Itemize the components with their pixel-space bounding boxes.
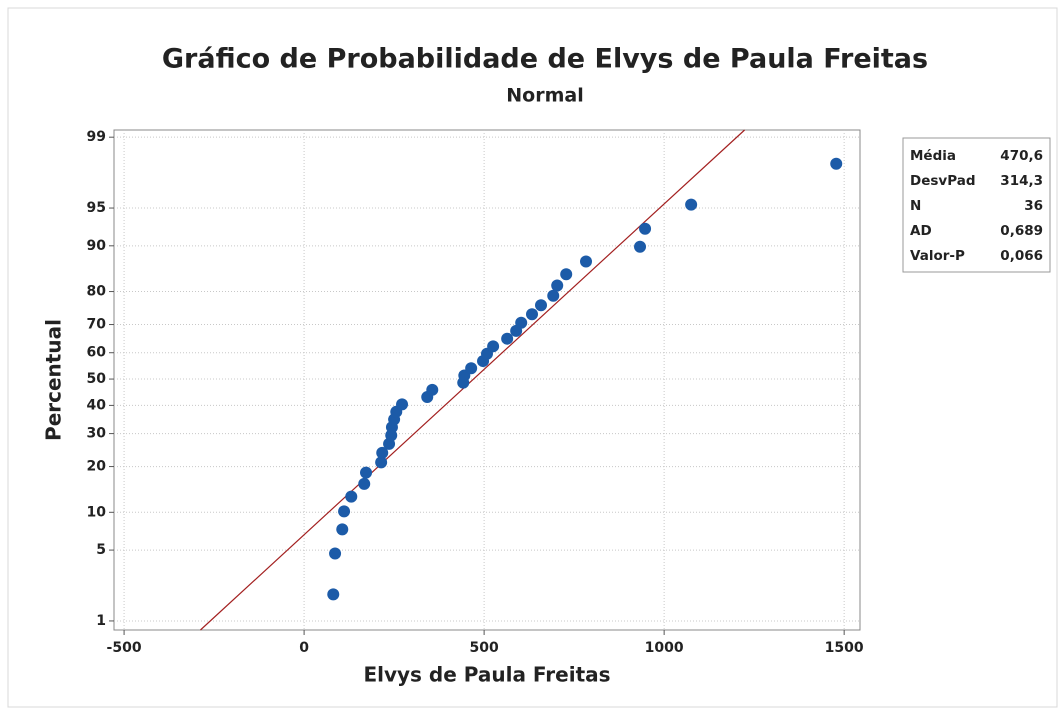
x-tick-label: 1000 xyxy=(645,640,684,656)
y-tick-label: 30 xyxy=(87,426,107,442)
stats-value: 470,6 xyxy=(1000,148,1043,164)
stats-value: 314,3 xyxy=(1000,173,1043,189)
x-axis-label: Elvys de Paula Freitas xyxy=(363,663,610,687)
data-point xyxy=(547,289,560,302)
y-tick-label: 80 xyxy=(87,284,107,300)
data-point xyxy=(535,299,548,312)
chart-subtitle: Normal xyxy=(506,85,583,107)
data-point xyxy=(336,523,349,536)
plot-area xyxy=(113,129,861,631)
stats-label: Média xyxy=(910,148,956,164)
data-point xyxy=(345,490,358,503)
data-point xyxy=(327,588,340,601)
x-tick-label: 1500 xyxy=(825,640,864,656)
y-tick-label: 1 xyxy=(96,613,106,629)
y-tick-label: 40 xyxy=(87,397,107,413)
data-point xyxy=(329,547,342,560)
y-tick-label: 99 xyxy=(87,129,106,145)
data-point xyxy=(376,446,389,459)
data-point xyxy=(375,456,388,469)
data-point xyxy=(465,362,478,375)
fit-line xyxy=(200,129,746,631)
data-point xyxy=(501,332,514,345)
y-tick-label: 50 xyxy=(87,371,107,387)
data-point xyxy=(358,477,371,490)
y-tick-label: 90 xyxy=(87,238,107,254)
stats-value: 0,066 xyxy=(1000,248,1043,264)
stats-label: AD xyxy=(910,223,932,239)
stats-value: 36 xyxy=(1024,198,1043,214)
data-point xyxy=(526,308,539,321)
data-point xyxy=(338,505,351,518)
data-point xyxy=(396,398,409,411)
y-tick-label: 20 xyxy=(87,459,107,475)
x-tick-label: -500 xyxy=(107,640,142,656)
data-point xyxy=(360,466,373,479)
stats-value: 0,689 xyxy=(1000,223,1043,239)
data-point xyxy=(487,340,500,353)
stats-box xyxy=(902,137,1051,273)
y-tick-label: 10 xyxy=(87,504,107,520)
y-tick-label: 70 xyxy=(87,317,107,333)
stats-label: DesvPad xyxy=(910,173,976,189)
y-axis-label: Percentual xyxy=(42,319,66,441)
data-point xyxy=(639,222,652,235)
stats-label: Valor-P xyxy=(910,248,965,264)
frame xyxy=(7,7,1058,708)
y-tick-label: 95 xyxy=(87,200,106,216)
data-point xyxy=(551,279,564,292)
data-point xyxy=(830,157,843,170)
x-tick-label: 0 xyxy=(299,640,309,656)
data-point xyxy=(426,383,439,396)
y-tick-label: 5 xyxy=(96,542,106,558)
data-point xyxy=(685,198,698,211)
data-point xyxy=(560,268,573,281)
stats-label: N xyxy=(910,198,921,214)
data-point xyxy=(634,240,647,253)
chart-title: Gráfico de Probabilidade de Elvys de Pau… xyxy=(162,44,928,75)
data-point xyxy=(580,255,593,268)
x-tick-label: 500 xyxy=(470,640,499,656)
y-tick-label: 60 xyxy=(87,345,107,361)
data-point xyxy=(515,316,528,329)
